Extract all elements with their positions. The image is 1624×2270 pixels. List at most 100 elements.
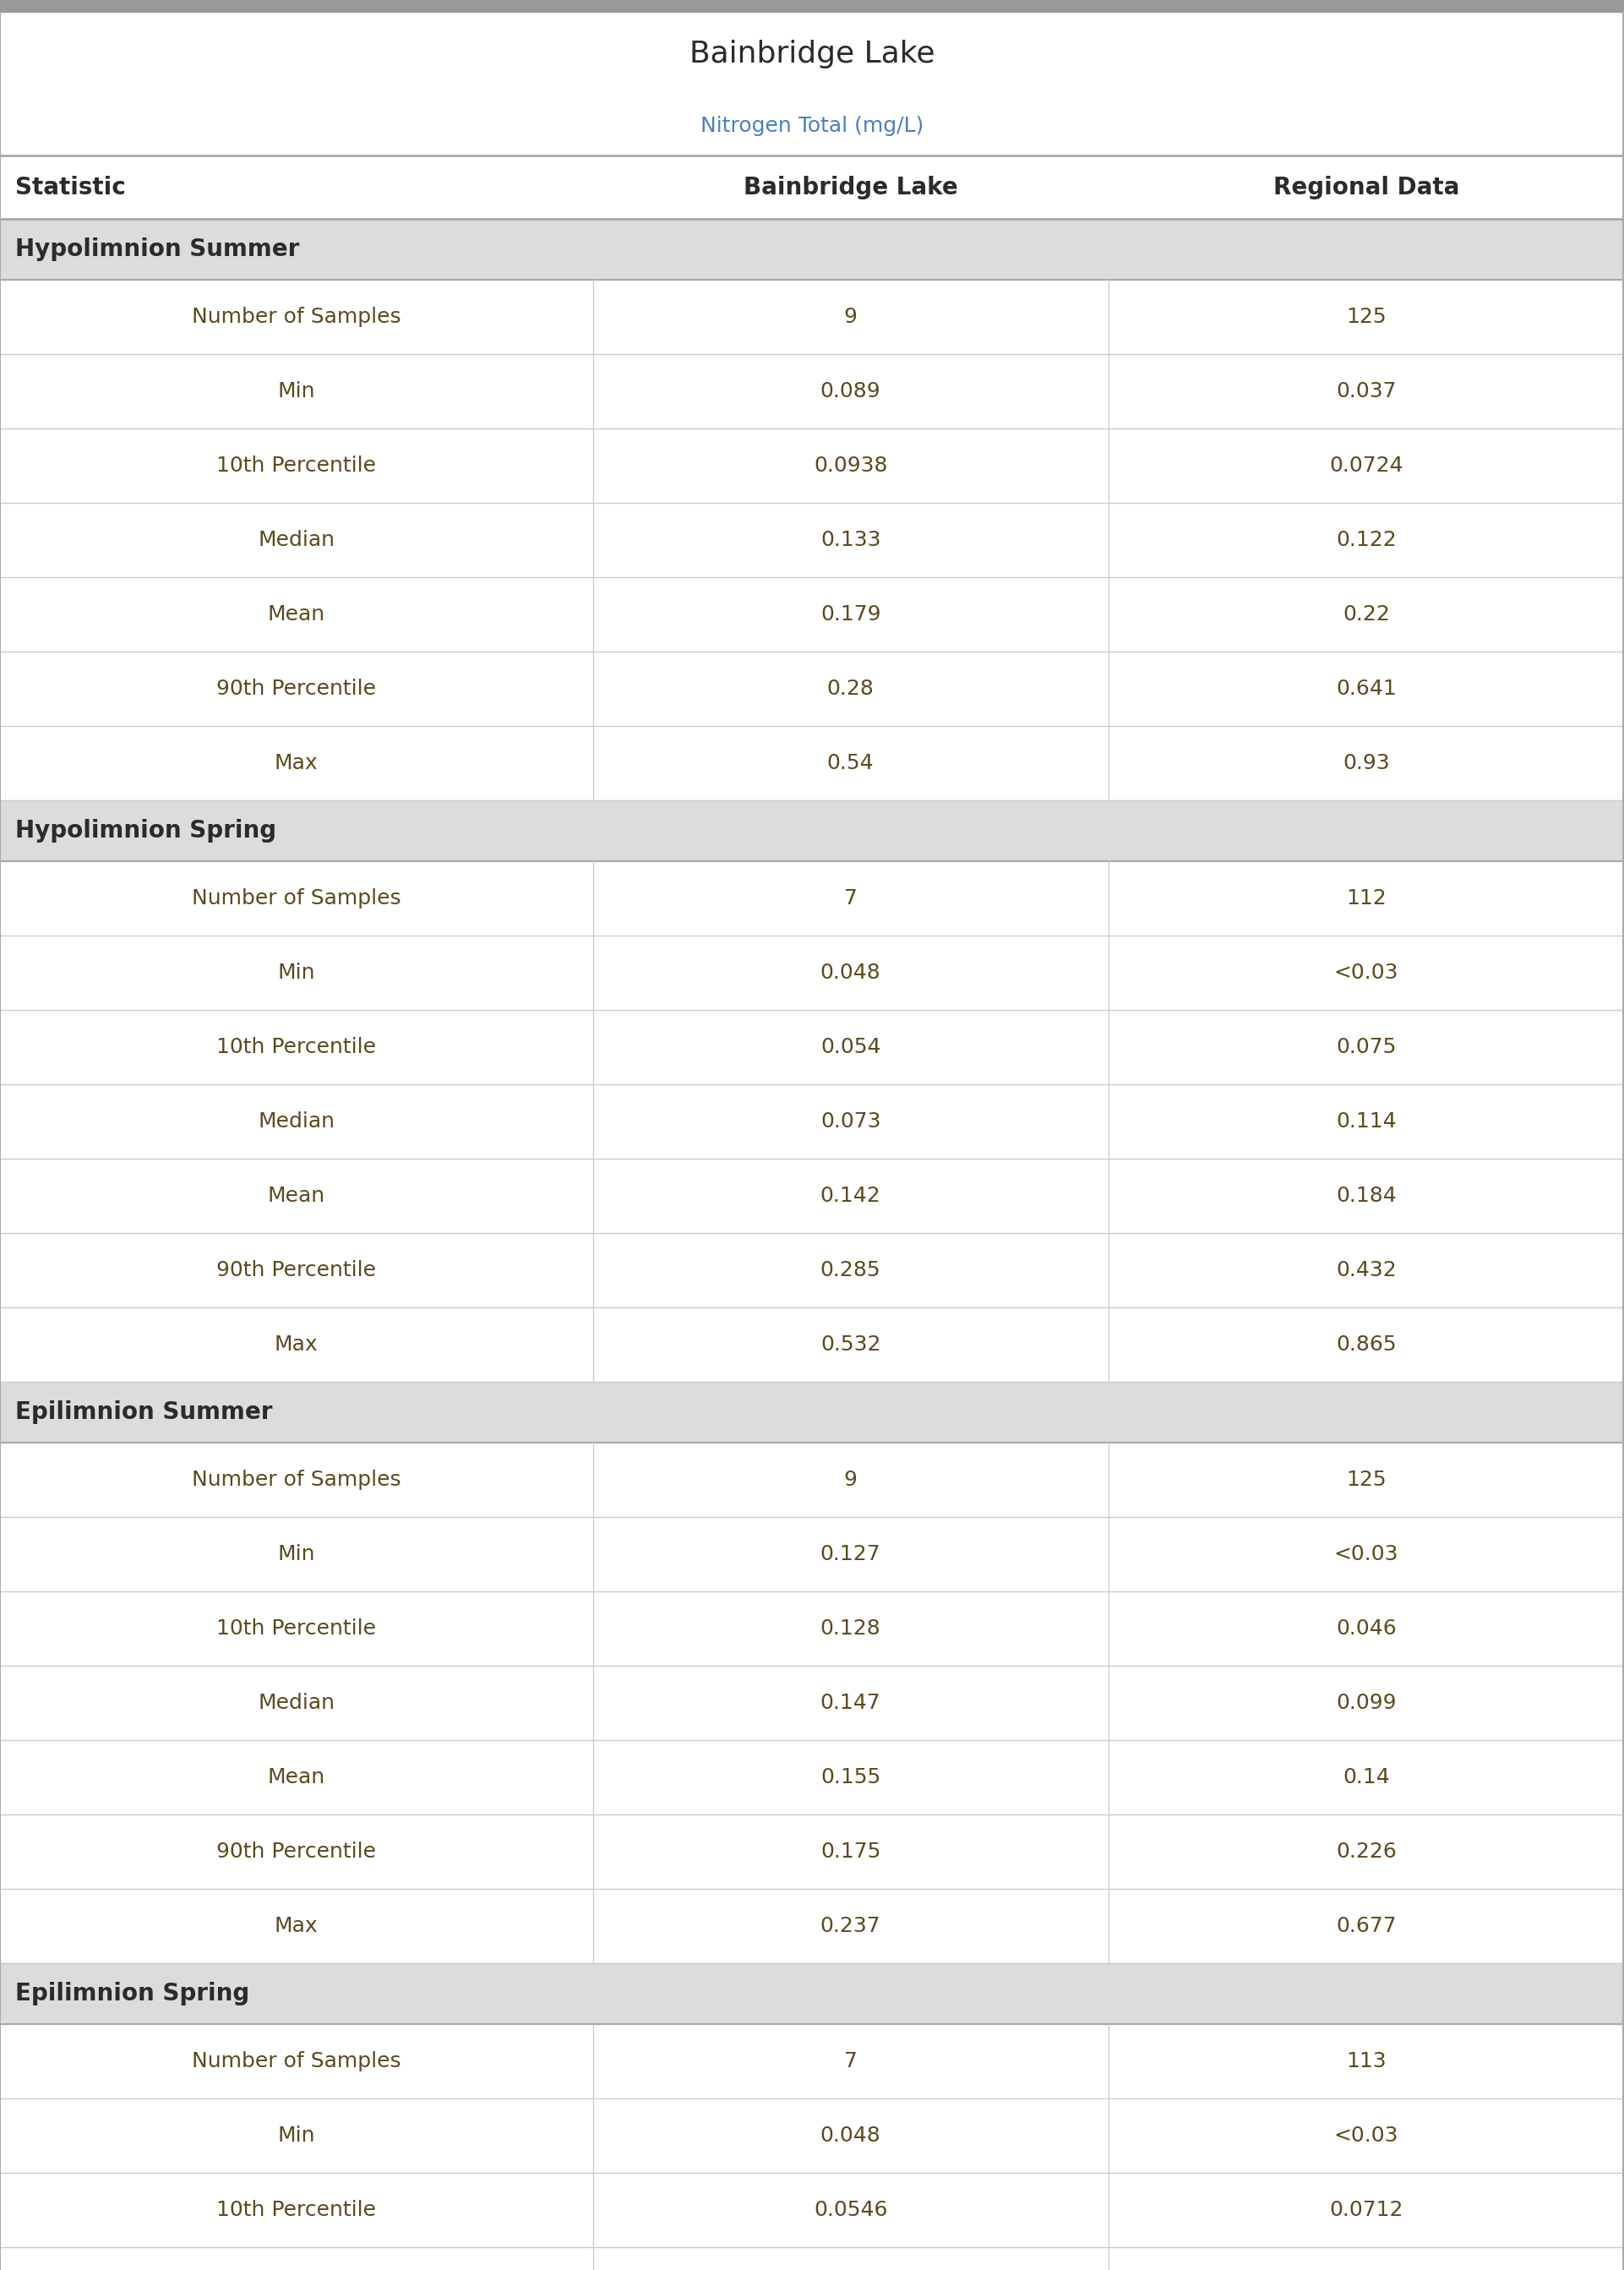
Text: Number of Samples: Number of Samples [192,1469,401,1489]
Text: Hypolimnion Spring: Hypolimnion Spring [15,819,276,842]
Bar [0,1741,1624,1814]
Bar [0,1889,1624,1964]
Text: 7: 7 [844,2052,857,2073]
Bar [0,1085,1624,1158]
Text: Number of Samples: Number of Samples [192,2052,401,2073]
Text: Max: Max [274,754,318,774]
Text: 0.865: 0.865 [1337,1335,1397,1355]
Bar [0,935,1624,1010]
Text: 0.147: 0.147 [820,1693,880,1714]
Bar [0,2172,1624,2247]
Bar [0,218,1624,279]
Text: 0.432: 0.432 [1337,1260,1397,1280]
Bar [0,354,1624,429]
Text: Min: Min [278,1544,315,1564]
Bar [0,1233,1624,1308]
Bar [0,1010,1624,1085]
Bar [0,1666,1624,1741]
Text: 0.114: 0.114 [1337,1112,1397,1133]
Text: 0.048: 0.048 [820,962,880,983]
Text: 0.184: 0.184 [1337,1185,1397,1205]
Bar [0,1516,1624,1591]
Bar [0,2247,1624,2270]
Text: 0.046: 0.046 [1337,1619,1397,1639]
Text: 0.0938: 0.0938 [814,456,888,477]
Text: Number of Samples: Number of Samples [192,306,401,327]
Text: 0.179: 0.179 [820,604,880,624]
Bar [0,577,1624,651]
Text: Epilimnion Summer: Epilimnion Summer [15,1401,273,1423]
Text: 0.127: 0.127 [820,1544,880,1564]
Bar [0,2097,1624,2172]
Bar [0,279,1624,354]
Text: Mean: Mean [268,604,325,624]
Text: 0.532: 0.532 [820,1335,880,1355]
Text: Statistic: Statistic [15,175,125,200]
Text: 0.54: 0.54 [827,754,874,774]
Text: Median: Median [258,1693,335,1714]
Text: 0.0712: 0.0712 [1328,2200,1403,2220]
Text: Mean: Mean [268,1766,325,1786]
Bar [0,95,1624,157]
Text: Nitrogen Total (mg/L): Nitrogen Total (mg/L) [700,116,924,136]
Text: 9: 9 [844,306,857,327]
Text: 0.175: 0.175 [820,1841,880,1861]
Text: 0.048: 0.048 [820,2125,880,2145]
Text: Max: Max [274,1335,318,1355]
Text: 90th Percentile: 90th Percentile [216,679,377,699]
Text: 9: 9 [844,1469,857,1489]
Text: 0.037: 0.037 [1337,381,1397,402]
Text: 0.073: 0.073 [820,1112,880,1133]
Text: 125: 125 [1346,1469,1387,1489]
Text: 0.089: 0.089 [820,381,880,402]
Text: Min: Min [278,2125,315,2145]
Bar [0,1444,1624,1516]
Bar [0,1964,1624,2025]
Bar [0,429,1624,504]
Text: Bainbridge Lake: Bainbridge Lake [689,39,935,68]
Text: Hypolimnion Summer: Hypolimnion Summer [15,238,299,261]
Bar [0,860,1624,935]
Text: 10th Percentile: 10th Percentile [216,1037,377,1058]
Text: 0.133: 0.133 [820,529,880,549]
Bar [0,157,1624,218]
Text: 0.0724: 0.0724 [1328,456,1403,477]
Text: <0.03: <0.03 [1333,2125,1398,2145]
Bar [0,726,1624,801]
Text: Mean: Mean [268,1185,325,1205]
Text: 90th Percentile: 90th Percentile [216,1841,377,1861]
Text: 7: 7 [844,888,857,908]
Text: 90th Percentile: 90th Percentile [216,1260,377,1280]
Text: 0.22: 0.22 [1343,604,1390,624]
Bar [0,11,1624,95]
Text: <0.03: <0.03 [1333,962,1398,983]
Text: Max: Max [274,1916,318,1936]
Text: 0.226: 0.226 [1337,1841,1397,1861]
Text: 0.285: 0.285 [820,1260,880,1280]
Text: 0.641: 0.641 [1337,679,1397,699]
Text: 0.142: 0.142 [820,1185,880,1205]
Text: Median: Median [258,1112,335,1133]
Bar [0,1158,1624,1233]
Text: 10th Percentile: 10th Percentile [216,456,377,477]
Text: 0.93: 0.93 [1343,754,1390,774]
Text: 0.122: 0.122 [1337,529,1397,549]
Text: Regional Data: Regional Data [1273,175,1460,200]
Bar [0,1308,1624,1382]
Text: <0.03: <0.03 [1333,1544,1398,1564]
Text: 10th Percentile: 10th Percentile [216,1619,377,1639]
Text: 0.0546: 0.0546 [814,2200,888,2220]
Text: Min: Min [278,381,315,402]
Text: 112: 112 [1346,888,1387,908]
Text: 0.155: 0.155 [820,1766,880,1786]
Text: 0.075: 0.075 [1337,1037,1397,1058]
Bar [0,1814,1624,1889]
Bar [0,0,1624,11]
Text: 125: 125 [1346,306,1387,327]
Text: 113: 113 [1346,2052,1387,2073]
Text: Number of Samples: Number of Samples [192,888,401,908]
Text: Epilimnion Spring: Epilimnion Spring [15,1982,250,2004]
Text: 0.099: 0.099 [1337,1693,1397,1714]
Bar [0,2025,1624,2097]
Bar [0,1591,1624,1666]
